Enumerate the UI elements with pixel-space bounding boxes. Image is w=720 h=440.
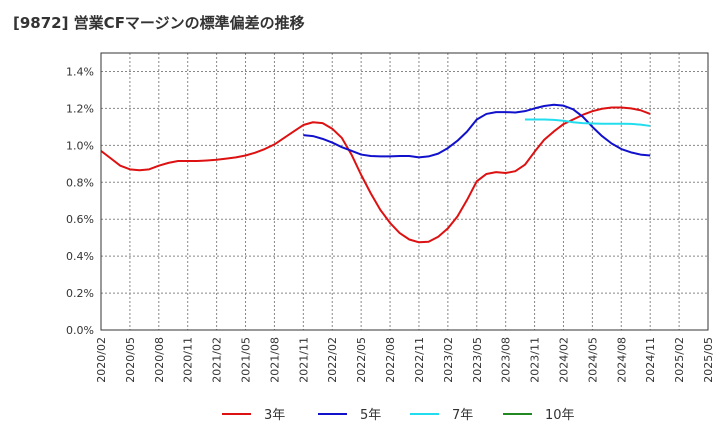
y-tick-label: 0.0% (66, 324, 94, 337)
x-tick-label: 2024/08 (615, 337, 628, 383)
series-line-5年 (303, 103, 651, 159)
legend-label: 10年 (545, 408, 575, 423)
y-tick-label: 0.8% (66, 176, 94, 189)
x-tick-label: 2025/05 (702, 337, 715, 383)
x-tick-label: 2021/05 (240, 337, 253, 383)
x-tick-label: 2020/05 (124, 337, 137, 383)
x-tick-label: 2023/02 (442, 337, 455, 383)
plot-frame (100, 52, 709, 331)
x-tick-label: 2025/02 (673, 337, 686, 383)
y-tick-label: 0.4% (66, 250, 94, 263)
x-tick-label: 2020/11 (182, 337, 195, 383)
grid (100, 53, 709, 331)
x-tick-label: 2024/05 (586, 337, 599, 383)
x-tick-label: 2021/08 (268, 337, 281, 383)
legend-label: 7年 (452, 408, 473, 423)
x-tick-label: 2023/08 (500, 337, 513, 383)
x-tick-label: 2024/11 (644, 337, 657, 383)
y-tick-label: 1.0% (66, 139, 94, 152)
series-lines (100, 103, 651, 244)
x-tick-label: 2021/02 (211, 337, 224, 383)
y-tick-label: 0.2% (66, 287, 94, 300)
y-tick-label: 1.4% (66, 65, 94, 78)
legend-label: 5年 (360, 408, 381, 423)
x-tick-label: 2022/08 (384, 337, 397, 383)
y-axis-ticks: 0.0% 0.2% 0.4% 0.6% 0.8% 1.0% 1.2% 1.4% (66, 65, 94, 337)
x-axis-ticks: 2020/02 2020/05 2020/08 2020/11 2021/02 2021/… (95, 337, 715, 383)
series-line-3年 (100, 106, 651, 244)
x-tick-label: 2020/02 (95, 337, 108, 383)
x-tick-label: 2022/05 (355, 337, 368, 383)
x-tick-label: 2022/02 (326, 337, 339, 383)
x-tick-label: 2023/05 (471, 337, 484, 383)
chart-title: [9872] 営業CFマージンの標準偏差の推移 (13, 14, 305, 32)
legend-label: 3年 (264, 408, 285, 423)
legend: 3年 5年 7年 10年 (222, 408, 575, 423)
x-tick-label: 2024/02 (557, 337, 570, 383)
series-line-7年 (524, 118, 651, 127)
x-tick-label: 2022/11 (413, 337, 426, 383)
y-tick-label: 0.6% (66, 213, 94, 226)
x-tick-label: 2020/08 (153, 337, 166, 383)
y-tick-label: 1.2% (66, 102, 94, 115)
x-tick-label: 2021/11 (297, 337, 310, 383)
x-tick-label: 2023/11 (529, 337, 542, 383)
